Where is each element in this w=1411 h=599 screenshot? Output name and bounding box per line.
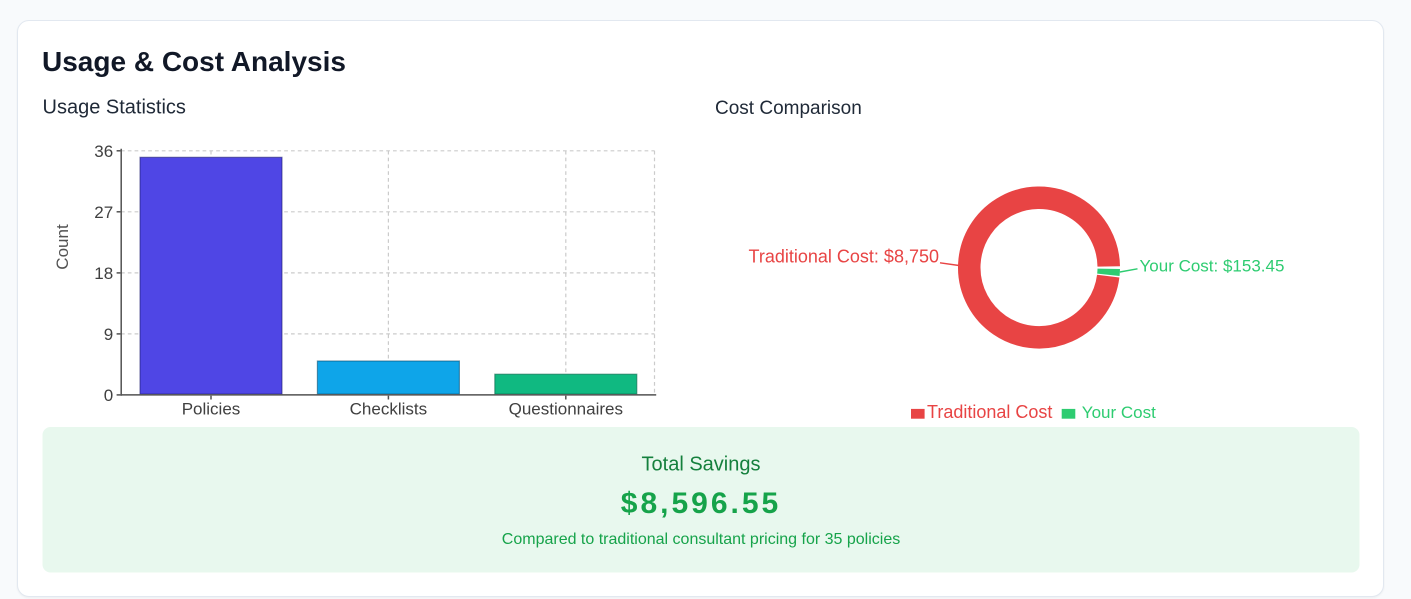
svg-text:Count: Count bbox=[53, 224, 72, 270]
svg-text:18: 18 bbox=[94, 264, 113, 283]
svg-text:36: 36 bbox=[94, 142, 113, 161]
svg-text:9: 9 bbox=[104, 325, 113, 344]
svg-text:Checklists: Checklists bbox=[350, 400, 427, 419]
svg-text:$8,596.55: $8,596.55 bbox=[621, 487, 781, 520]
svg-text:Your Cost: $153.45: Your Cost: $153.45 bbox=[1140, 257, 1285, 276]
svg-text:Your Cost: Your Cost bbox=[1082, 403, 1156, 422]
svg-text:Cost Comparison: Cost Comparison bbox=[715, 98, 862, 119]
svg-text:Policies: Policies bbox=[182, 400, 241, 419]
svg-text:Usage Statistics: Usage Statistics bbox=[43, 97, 186, 119]
svg-text:Traditional Cost: Traditional Cost bbox=[927, 402, 1052, 422]
svg-text:0: 0 bbox=[104, 386, 113, 405]
svg-text:Questionnaires: Questionnaires bbox=[509, 400, 623, 419]
svg-text:27: 27 bbox=[94, 203, 113, 222]
svg-text:Compared to traditional consul: Compared to traditional consultant prici… bbox=[502, 531, 900, 548]
svg-text:Traditional Cost: $8,750: Traditional Cost: $8,750 bbox=[749, 247, 939, 267]
svg-text:Usage & Cost Analysis: Usage & Cost Analysis bbox=[42, 46, 346, 77]
svg-text:Total Savings: Total Savings bbox=[642, 453, 761, 475]
